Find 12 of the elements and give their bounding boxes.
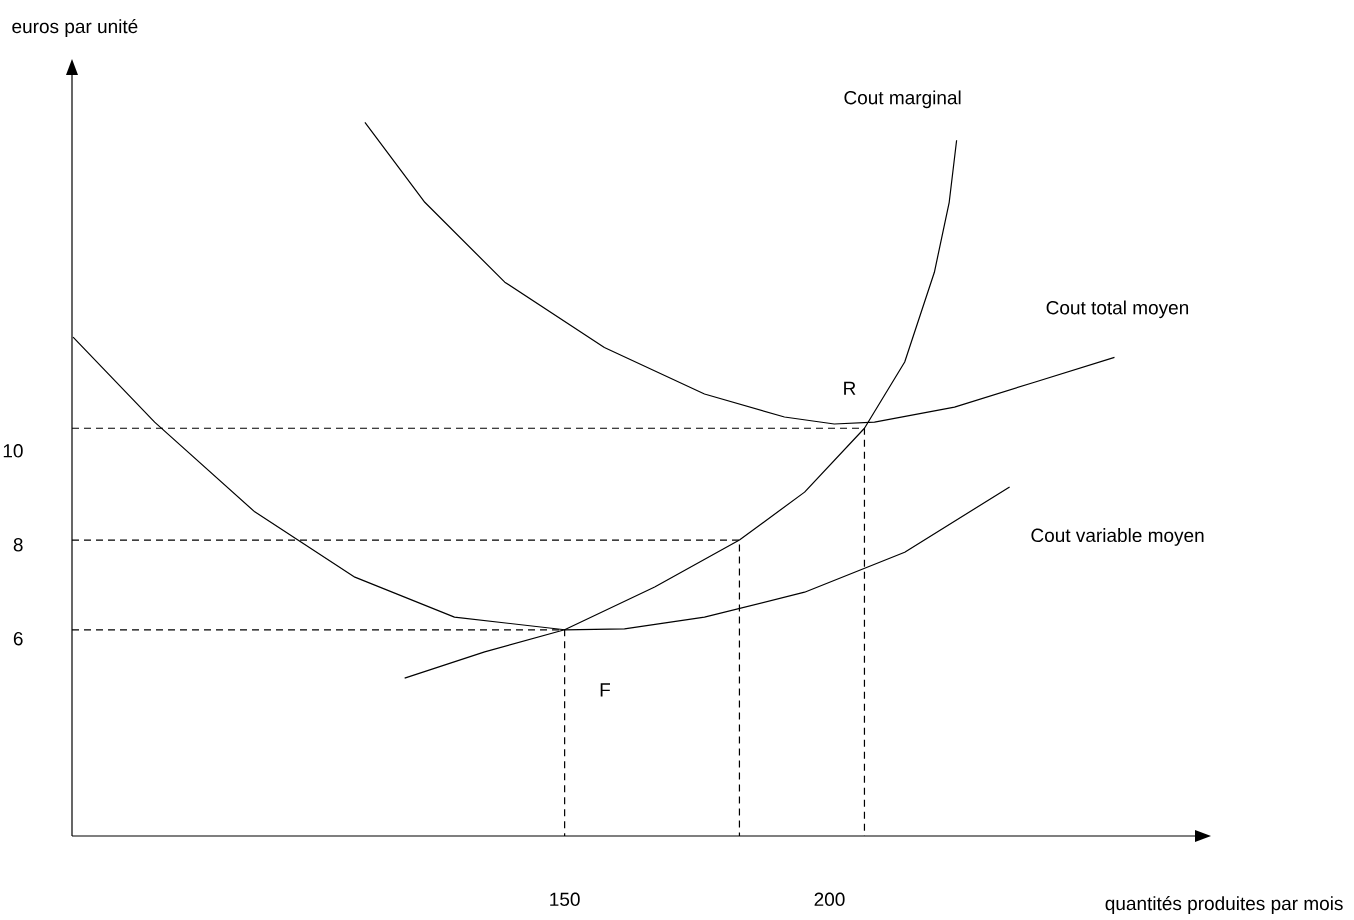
annotation: R	[844, 381, 856, 395]
annotation: F	[600, 683, 611, 697]
x-axis-title: quantités produites par mois	[1105, 896, 1343, 914]
y-axis-title: euros par unité	[12, 19, 138, 37]
y-tick-label: 8	[13, 538, 23, 552]
x-tick-label: 200	[814, 892, 845, 906]
text: Cout total moyen	[1046, 300, 1189, 319]
y-tick-label: 6	[13, 631, 23, 646]
series-label: Cout marginal	[844, 90, 961, 109]
x-tick-label: 150	[550, 892, 580, 906]
y-tick-label: 10	[3, 444, 23, 458]
text: Cout variable moyen	[1031, 528, 1204, 546]
